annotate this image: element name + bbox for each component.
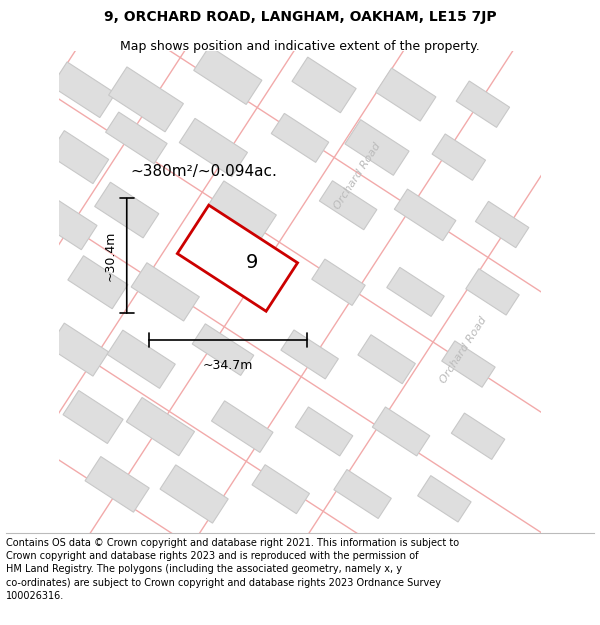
Polygon shape: [49, 323, 109, 376]
Polygon shape: [387, 268, 444, 316]
Polygon shape: [95, 182, 159, 238]
Text: ~30.4m: ~30.4m: [104, 231, 117, 281]
Polygon shape: [131, 262, 199, 321]
Polygon shape: [475, 201, 529, 248]
Polygon shape: [418, 476, 471, 522]
Polygon shape: [41, 199, 97, 250]
Polygon shape: [211, 401, 273, 452]
Polygon shape: [373, 407, 430, 456]
Polygon shape: [178, 205, 298, 311]
Polygon shape: [208, 181, 277, 239]
Polygon shape: [442, 341, 495, 388]
Polygon shape: [345, 119, 409, 176]
Text: Map shows position and indicative extent of the property.: Map shows position and indicative extent…: [120, 40, 480, 53]
Polygon shape: [109, 67, 184, 132]
Polygon shape: [432, 134, 485, 181]
Polygon shape: [252, 464, 310, 514]
Polygon shape: [292, 57, 356, 112]
Polygon shape: [160, 465, 228, 523]
Polygon shape: [451, 413, 505, 459]
Text: ~380m²/~0.094ac.: ~380m²/~0.094ac.: [130, 164, 277, 179]
Polygon shape: [394, 189, 456, 241]
Text: Orchard Road: Orchard Road: [332, 141, 383, 211]
Text: Contains OS data © Crown copyright and database right 2021. This information is : Contains OS data © Crown copyright and d…: [6, 538, 459, 601]
Polygon shape: [334, 469, 391, 519]
Polygon shape: [271, 113, 329, 162]
Polygon shape: [281, 330, 338, 379]
Polygon shape: [85, 456, 149, 512]
Polygon shape: [52, 62, 116, 118]
Polygon shape: [466, 269, 519, 315]
Polygon shape: [68, 256, 128, 309]
Polygon shape: [63, 391, 123, 444]
Polygon shape: [179, 118, 247, 177]
Polygon shape: [127, 398, 194, 456]
Polygon shape: [192, 324, 254, 376]
Polygon shape: [106, 112, 167, 164]
Polygon shape: [107, 330, 175, 388]
Text: ~34.7m: ~34.7m: [203, 359, 253, 372]
Polygon shape: [319, 181, 377, 230]
Polygon shape: [456, 81, 509, 127]
Text: 9: 9: [245, 254, 258, 272]
Polygon shape: [358, 335, 415, 384]
Text: 9, ORCHARD ROAD, LANGHAM, OAKHAM, LE15 7JP: 9, ORCHARD ROAD, LANGHAM, OAKHAM, LE15 7…: [104, 10, 496, 24]
Polygon shape: [312, 259, 365, 306]
Text: Orchard Road: Orchard Road: [439, 314, 489, 385]
Polygon shape: [295, 407, 353, 456]
Polygon shape: [49, 131, 109, 184]
Polygon shape: [194, 46, 262, 104]
Polygon shape: [376, 68, 436, 121]
